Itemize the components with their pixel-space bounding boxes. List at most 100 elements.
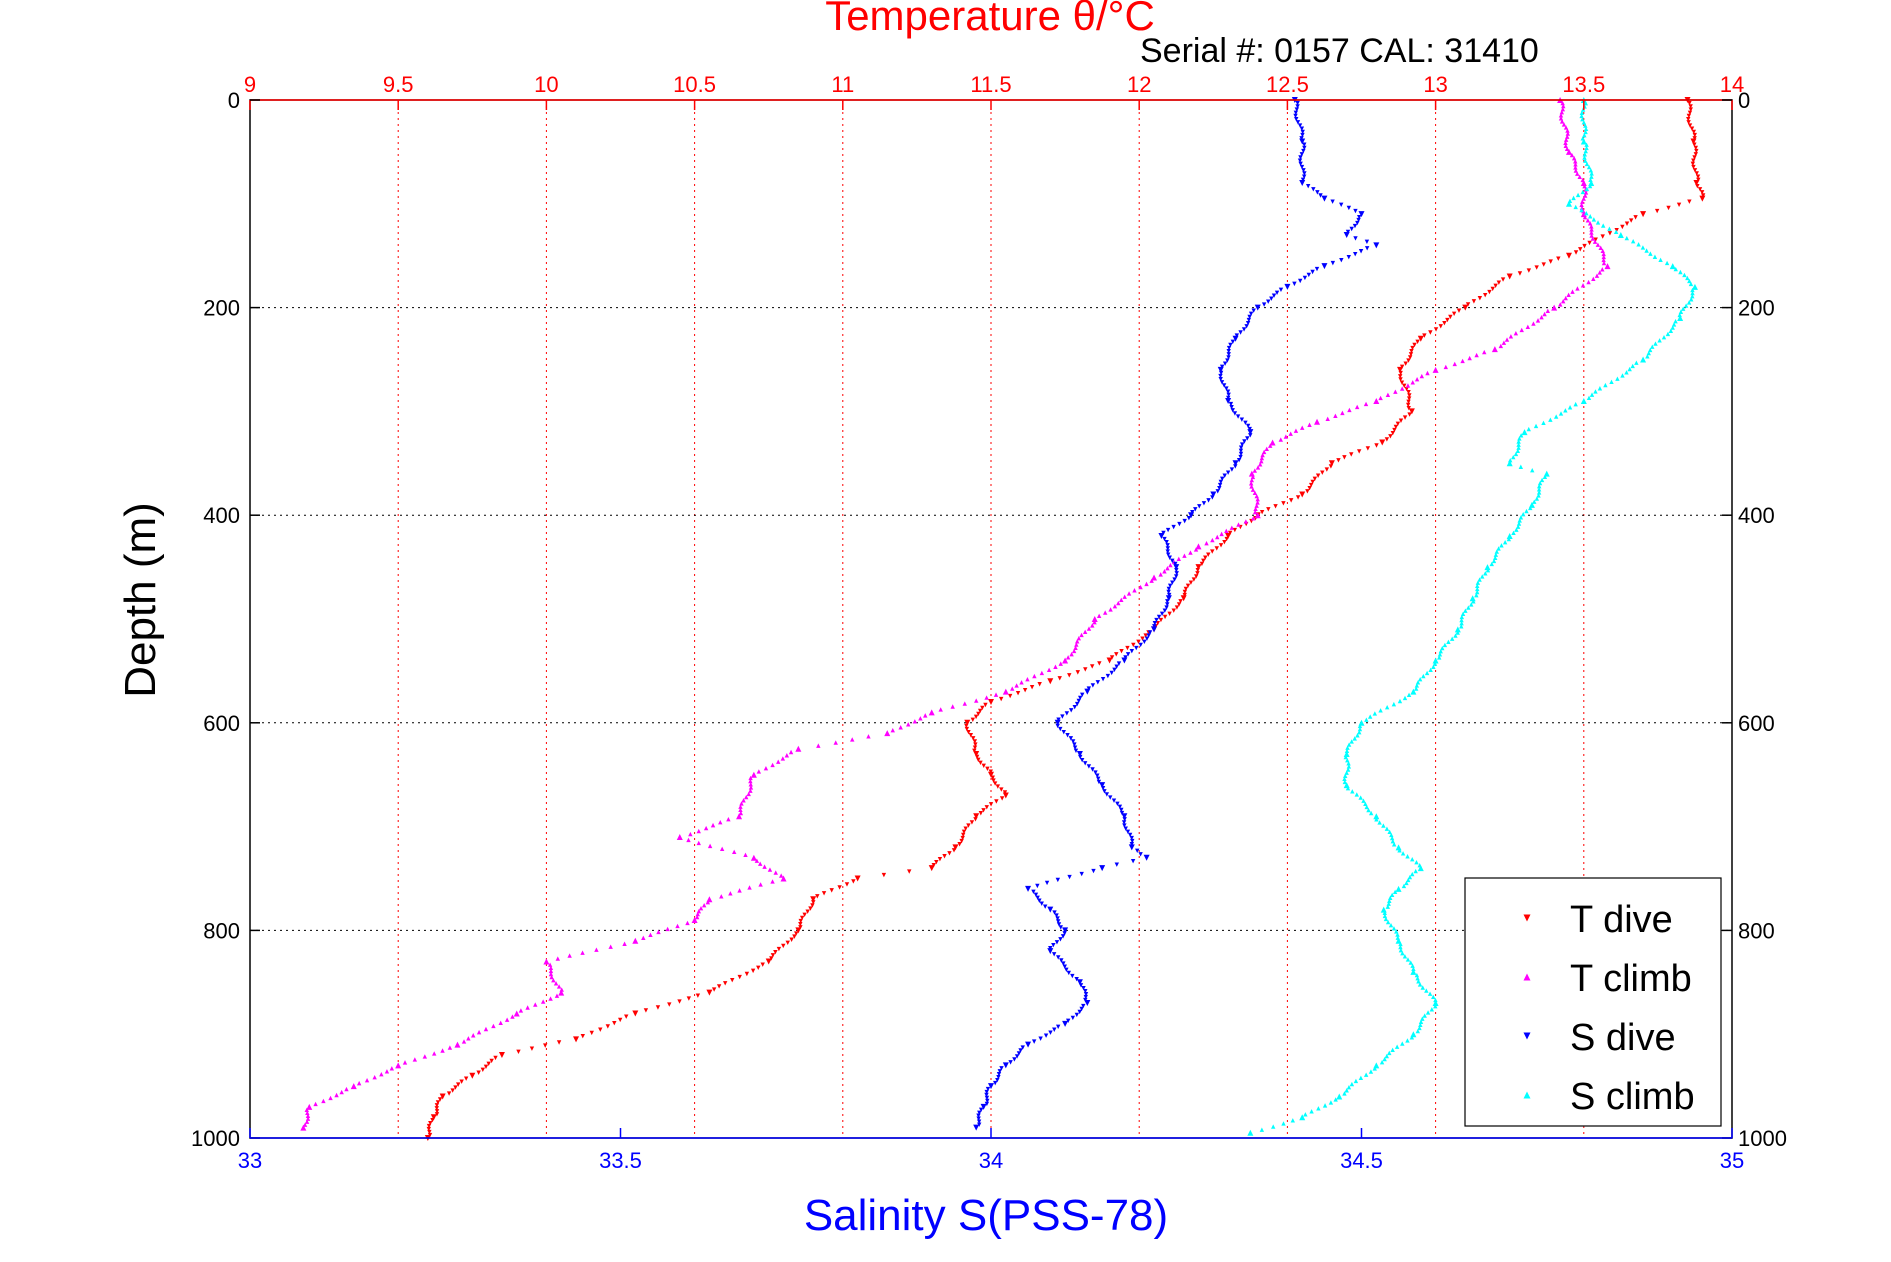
data-point <box>1373 398 1380 405</box>
data-point <box>1314 266 1320 272</box>
data-point <box>1653 341 1658 346</box>
data-point <box>978 1107 984 1113</box>
salinity-tick-label: 33 <box>238 1148 262 1173</box>
data-point <box>1288 498 1294 503</box>
data-point <box>991 778 996 783</box>
data-point <box>1352 736 1357 741</box>
data-point <box>1308 482 1314 488</box>
data-point <box>1243 420 1248 426</box>
data-point <box>884 730 891 737</box>
data-point <box>1324 467 1330 472</box>
data-point <box>1644 248 1649 253</box>
data-point <box>1692 136 1697 141</box>
data-point <box>1158 572 1163 577</box>
data-point <box>1422 1013 1427 1018</box>
data-point <box>1174 605 1180 610</box>
data-point <box>974 754 980 760</box>
data-point <box>1174 568 1179 573</box>
data-point <box>1395 844 1402 851</box>
data-point <box>1661 334 1667 340</box>
data-point <box>1676 202 1682 208</box>
data-point <box>1489 561 1494 567</box>
data-point <box>1134 645 1139 651</box>
data-point <box>1536 483 1542 489</box>
data-point <box>1100 677 1106 682</box>
data-point <box>1165 565 1170 571</box>
data-point <box>743 852 748 857</box>
data-point <box>1219 531 1224 537</box>
data-point <box>1081 1003 1086 1009</box>
data-point <box>758 861 763 866</box>
data-point <box>1363 401 1369 407</box>
data-point <box>1692 155 1697 160</box>
data-point <box>984 1092 989 1098</box>
data-point <box>1408 352 1414 357</box>
data-point <box>1165 602 1170 607</box>
data-point <box>1079 1006 1084 1012</box>
data-point <box>1600 248 1605 254</box>
data-point <box>1418 1022 1423 1028</box>
data-point <box>1469 602 1474 607</box>
data-point <box>1393 424 1399 430</box>
data-point <box>1074 642 1079 647</box>
data-point <box>976 757 981 763</box>
data-point <box>1398 418 1404 423</box>
data-point <box>1186 515 1192 521</box>
legend-label: T climb <box>1570 958 1692 1000</box>
data-point <box>784 753 790 758</box>
data-point <box>1415 339 1420 345</box>
data-point <box>769 956 774 961</box>
data-point <box>1385 904 1390 909</box>
data-point <box>1061 729 1066 735</box>
data-point <box>1496 280 1502 285</box>
data-point <box>1515 524 1521 529</box>
data-point <box>1071 648 1077 654</box>
data-point <box>1251 516 1256 521</box>
data-point <box>980 705 985 711</box>
data-point <box>1624 221 1630 226</box>
data-point <box>748 788 753 793</box>
data-point <box>1047 906 1054 913</box>
data-point <box>1238 445 1244 450</box>
data-point <box>736 813 743 820</box>
data-point <box>1601 257 1606 263</box>
data-point <box>1415 1028 1421 1034</box>
data-point <box>1096 779 1102 785</box>
data-point <box>1031 1039 1037 1044</box>
data-point <box>1418 1019 1424 1024</box>
data-point <box>364 1077 370 1083</box>
data-point <box>1531 321 1536 326</box>
data-point <box>1058 661 1063 666</box>
data-point <box>1620 224 1625 230</box>
data-point <box>1433 327 1439 332</box>
data-point <box>1358 211 1365 218</box>
data-point <box>1252 509 1258 515</box>
data-point <box>1378 708 1383 713</box>
data-point <box>1084 688 1091 695</box>
data-point <box>798 925 803 930</box>
data-point <box>1255 465 1261 470</box>
data-point <box>1292 281 1297 287</box>
data-point <box>632 937 639 944</box>
data-point <box>1195 543 1202 550</box>
data-point <box>1398 374 1403 379</box>
data-point <box>810 903 815 908</box>
data-point <box>1385 919 1391 925</box>
data-point <box>1047 948 1054 955</box>
data-point <box>1553 414 1559 419</box>
data-point <box>1565 131 1571 136</box>
data-point <box>1377 820 1382 825</box>
data-point <box>1593 237 1598 242</box>
data-point <box>1328 464 1334 469</box>
data-point <box>1580 116 1585 122</box>
data-point <box>1560 100 1565 106</box>
data-point <box>1079 632 1084 638</box>
data-point <box>1310 269 1315 275</box>
data-point <box>1583 126 1589 131</box>
data-point <box>1640 245 1646 250</box>
data-point <box>866 734 871 739</box>
data-point <box>1066 970 1072 976</box>
data-point <box>1218 543 1224 548</box>
data-point <box>808 906 813 911</box>
data-point <box>1171 608 1176 613</box>
